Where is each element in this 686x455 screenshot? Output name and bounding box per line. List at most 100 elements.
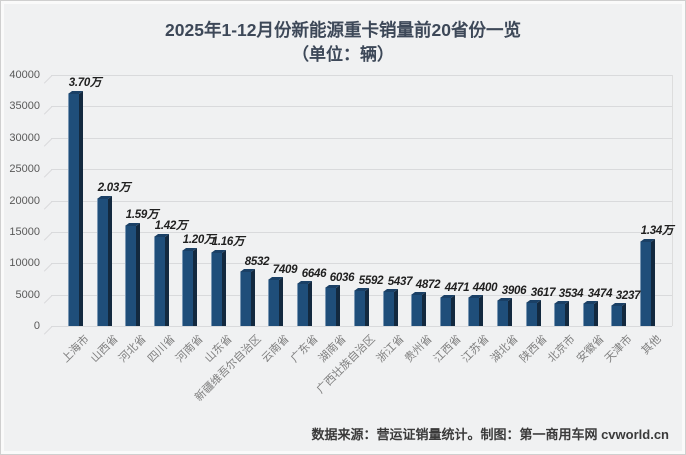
bar [583,301,598,326]
bar-top-face [611,303,626,306]
bar-top-face [497,298,512,301]
bar-front-face [354,291,365,326]
gridline-depth-tick [43,232,53,241]
bar-front-face [583,304,594,326]
bar-front-face [411,295,422,326]
gridline [51,201,672,202]
x-category-label: 广东省 [288,333,321,365]
x-category-label: 河北省 [116,333,149,365]
x-category-label: 四川省 [145,333,178,365]
y-axis-tick-label: 20000 [9,195,40,207]
bar-top-face [640,239,655,242]
bar-side-face [251,269,255,326]
x-category-label: 云南省 [259,333,292,365]
bar-front-face [268,280,279,326]
bar-front-face [154,237,165,326]
y-axis-tick-label: 25000 [9,163,40,175]
bar [68,91,83,326]
gridline [51,326,672,327]
bar-side-face [79,91,83,326]
bar [325,285,340,326]
bar-front-face [497,301,508,326]
gridline [51,75,672,76]
bar-side-face [108,196,112,326]
bar [125,223,140,326]
bar [268,277,283,326]
bar [497,298,512,326]
bar [640,239,655,326]
y-axis-tick-label: 15000 [9,226,40,238]
bar [554,301,569,326]
gridline-depth-tick [43,75,53,84]
bar-value-label: 4872 [415,279,441,291]
bar-value-label: 4400 [472,282,498,294]
bar-front-face [526,303,537,326]
bar-value-label: 6036 [329,272,355,284]
bar-side-face [451,295,455,326]
bar-side-face [394,289,398,326]
bar-value-label: 8532 [244,256,270,268]
y-axis-tick-label: 40000 [9,69,40,81]
gridline [51,263,672,264]
bar-top-face [125,223,140,226]
bar [240,269,255,326]
bar-value-label: 1.42万 [154,220,188,232]
x-category-label: 浙江省 [374,333,407,365]
gridline-depth-tick [43,295,53,304]
bar-side-face [479,295,483,326]
bar-value-label: 1.34万 [640,225,674,237]
x-category-label: 陕西省 [517,333,550,365]
bar-value-label: 3237 [615,290,641,302]
bar-side-face [594,301,598,326]
bar-side-face [622,303,626,326]
bar-side-face [422,292,426,326]
bar-top-face [468,295,483,298]
gridline-depth-tick [43,326,53,335]
bar-side-face [651,239,655,326]
x-category-label: 湖北省 [488,333,521,365]
chart-subtitle: （单位：辆） [292,45,394,65]
bar-side-face [165,234,169,326]
x-category-label: 其他 [639,333,664,358]
bar [154,234,169,326]
x-category-label: 北京市 [545,333,578,365]
bar-value-label: 1.20万 [182,234,216,246]
x-category-label: 安徽省 [574,333,607,365]
y-axis-tick-label: 10000 [9,257,40,269]
bar-side-face [336,285,340,326]
y-axis-tick-label: 30000 [9,132,40,144]
bar-value-label: 3617 [530,287,556,299]
bar-front-face [125,226,136,326]
bar-front-face [554,304,565,326]
chart-title: 2025年1-12月份新能源重卡销量前20省份一览 [165,20,521,40]
bar-front-face [611,306,622,326]
x-category-label: 天津市 [602,333,635,365]
bar [297,281,312,326]
bar-value-label: 3906 [501,285,527,297]
x-category-label: 山西省 [88,333,121,365]
bar-top-face [383,289,398,292]
bar-side-face [279,277,283,326]
bar-front-face [297,284,308,326]
bar-top-face [354,288,369,291]
bar-front-face [468,298,479,326]
bar-side-face [365,288,369,326]
bar-top-face [325,285,340,288]
plot-area: 0 5000 10000 15000 20000 25000 30000 35000 40000… [9,69,674,404]
y-axis-tick-label: 0 [33,320,40,332]
bar-top-face [554,301,569,304]
chart-title-block: 2025年1-12月份新能源重卡销量前20省份一览 （单位：辆） [1,17,685,68]
bar [440,295,455,326]
bar-front-face [640,242,651,326]
gridline [51,169,672,170]
gridline-depth-tick [43,201,53,210]
bar-top-face [268,277,283,280]
gridline-depth-tick [43,106,53,115]
bar-side-face [308,281,312,326]
bar-front-face [182,251,193,326]
bar [211,250,226,326]
bar-top-face [297,281,312,284]
y-axis-tick-label: 5000 [15,289,40,301]
bar-value-label: 7409 [272,264,298,276]
gridline [51,138,672,139]
